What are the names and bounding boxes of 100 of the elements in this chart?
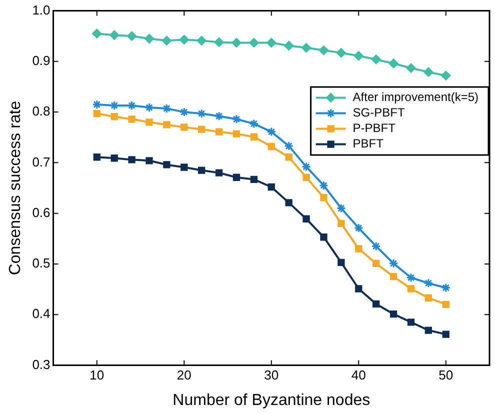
point <box>232 130 240 138</box>
y-tick-label: 0.6 <box>32 204 50 220</box>
legend-label: After improvement(k=5) <box>352 90 479 104</box>
point <box>215 128 223 136</box>
point <box>424 278 434 288</box>
point <box>214 37 224 47</box>
point <box>284 40 294 50</box>
point <box>388 258 398 268</box>
point <box>285 199 292 206</box>
point <box>302 174 310 181</box>
point <box>407 285 415 292</box>
point <box>215 169 223 176</box>
point <box>372 260 380 268</box>
point <box>232 114 242 124</box>
point <box>128 116 136 123</box>
point <box>336 48 346 58</box>
point <box>390 310 398 318</box>
point <box>336 204 346 213</box>
x-axis-title: Number of Byzantine nodes <box>172 392 370 409</box>
point <box>146 118 153 126</box>
point <box>127 100 137 110</box>
point <box>232 174 240 181</box>
point <box>441 70 451 80</box>
point <box>318 46 328 56</box>
point <box>424 67 434 77</box>
y-tick-label: 0.8 <box>32 104 50 119</box>
point <box>266 38 276 48</box>
y-tick-label: 0.5 <box>32 256 50 271</box>
point <box>338 220 345 228</box>
point <box>110 30 120 40</box>
point <box>320 194 328 202</box>
point <box>196 36 206 46</box>
point <box>372 300 380 308</box>
x-tick-label: 10 <box>90 368 104 383</box>
point <box>92 28 102 38</box>
point <box>355 285 362 292</box>
legend-label: PBFT <box>352 136 384 151</box>
point <box>179 34 189 44</box>
point <box>93 110 100 118</box>
point <box>214 111 224 121</box>
point <box>163 121 170 128</box>
x-tick-label: 50 <box>438 368 454 383</box>
y-tick-label: 0.7 <box>32 154 50 170</box>
point <box>180 164 188 171</box>
legend-label: P-PBFT <box>352 121 396 136</box>
point <box>354 51 364 61</box>
legend-label: SG-PBFT <box>352 106 406 120</box>
point <box>338 258 345 266</box>
point <box>127 31 137 41</box>
point <box>371 54 381 64</box>
point <box>371 241 381 251</box>
point <box>128 156 136 164</box>
x-tick-label: 20 <box>176 368 192 383</box>
y-tick-label: 0.9 <box>32 53 50 68</box>
point <box>268 142 275 150</box>
point <box>268 183 275 191</box>
point <box>355 245 362 252</box>
point <box>318 180 328 190</box>
point <box>285 154 292 161</box>
point <box>302 43 312 53</box>
point <box>179 107 189 117</box>
y-tick-label: 0.3 <box>32 356 50 372</box>
point <box>180 124 188 131</box>
point <box>441 282 451 292</box>
y-tick-label: 1.0 <box>32 2 50 18</box>
point <box>92 100 102 110</box>
point <box>406 272 416 282</box>
point <box>284 141 294 151</box>
y-axis-title: Consensus success rate <box>7 100 24 276</box>
point <box>406 63 416 73</box>
point <box>250 176 258 183</box>
point <box>144 34 154 44</box>
point <box>250 133 258 140</box>
point <box>442 300 450 308</box>
point <box>198 166 206 174</box>
point <box>302 162 312 172</box>
point <box>110 154 118 162</box>
point <box>249 118 259 128</box>
point <box>320 234 328 241</box>
point <box>424 294 432 302</box>
point <box>407 318 415 326</box>
point <box>163 161 170 168</box>
y-tick-label: 0.4 <box>32 306 50 322</box>
point <box>146 157 153 164</box>
point <box>388 58 398 68</box>
point <box>162 36 172 46</box>
point <box>196 108 206 118</box>
point <box>198 126 206 133</box>
point <box>144 102 154 112</box>
point <box>354 223 364 233</box>
point <box>302 215 310 222</box>
point <box>390 273 398 280</box>
point <box>249 38 259 48</box>
x-tick-label: 30 <box>264 368 279 383</box>
point <box>442 330 450 338</box>
point <box>232 38 242 48</box>
point <box>93 154 100 161</box>
point <box>266 127 276 137</box>
point <box>162 104 172 114</box>
point <box>110 113 118 120</box>
